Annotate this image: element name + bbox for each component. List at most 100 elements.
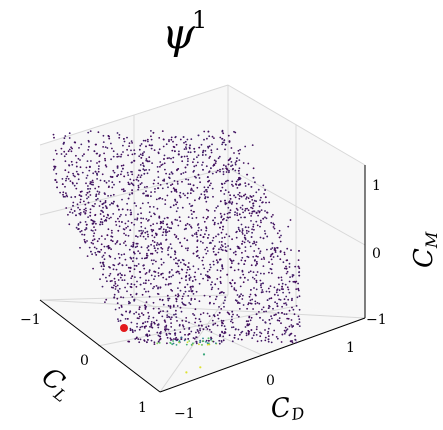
scatter-point: [129, 329, 132, 332]
scatter-point: [259, 316, 261, 319]
scatter-point: [175, 191, 178, 193]
z-axis-label: CM: [409, 231, 441, 268]
scatter-points: [52, 129, 301, 374]
scatter-point: [101, 285, 104, 288]
scatter-point: [259, 331, 261, 334]
scatter-point: [220, 341, 223, 343]
scatter-point: [142, 230, 145, 232]
scatter-point: [250, 264, 253, 267]
scatter-point: [131, 192, 134, 195]
scatter-point: [162, 222, 165, 225]
scatter-point: [94, 229, 97, 231]
scatter-point: [187, 247, 189, 250]
scatter-point: [139, 235, 142, 237]
scatter-point: [118, 225, 121, 228]
scatter-point: [231, 238, 234, 241]
scatter-point: [259, 335, 262, 338]
scatter-point: [159, 165, 161, 168]
scatter-point: [235, 289, 238, 292]
scatter-point: [142, 322, 144, 325]
scatter-point: [244, 237, 247, 240]
scatter-point: [177, 259, 180, 262]
scatter-point: [232, 168, 235, 170]
scatter-point: [220, 248, 223, 251]
scatter-point: [93, 238, 96, 241]
scatter-point: [117, 217, 119, 220]
scatter-point: [130, 149, 132, 152]
scatter-point: [180, 336, 183, 339]
scatter-point: [115, 268, 118, 271]
scatter-point: [210, 283, 212, 286]
scatter-point: [154, 191, 156, 193]
scatter-point: [145, 218, 148, 220]
scatter-point: [90, 219, 93, 221]
scatter-point: [211, 319, 214, 322]
scatter-point: [105, 181, 108, 184]
scatter-point: [285, 295, 288, 298]
scatter-point: [187, 262, 190, 264]
scatter-point: [64, 195, 66, 198]
scatter-point: [147, 249, 150, 252]
scatter-point: [110, 248, 112, 251]
scatter-point: [74, 196, 77, 198]
scatter-point: [234, 169, 237, 172]
scatter-point: [71, 181, 74, 184]
scatter-point: [290, 324, 293, 326]
scatter-point: [122, 151, 124, 153]
scatter-point: [251, 144, 254, 147]
scatter-point: [108, 274, 111, 277]
scatter-point: [83, 238, 86, 241]
scatter-point: [119, 243, 121, 246]
scatter-point: [290, 332, 293, 335]
scatter-point: [211, 286, 214, 289]
z-axis-label-sub: M: [422, 231, 441, 249]
scatter-point: [177, 168, 180, 170]
scatter-point: [114, 288, 117, 290]
scatter-point: [211, 239, 214, 242]
scatter-point: [181, 258, 184, 261]
scatter-point: [250, 289, 252, 291]
scatter-point: [130, 182, 133, 185]
scatter-point: [175, 309, 177, 312]
scatter-point: [135, 178, 138, 181]
scatter-point: [154, 188, 156, 190]
z-tick-label-2: 1: [372, 178, 381, 194]
scatter-point: [191, 217, 194, 220]
scatter-point: [187, 266, 189, 268]
scatter-point: [219, 246, 222, 249]
scatter-point: [70, 160, 73, 163]
scatter-point: [239, 333, 241, 336]
scatter-point: [98, 237, 101, 240]
scatter-point: [142, 168, 145, 171]
scatter-point: [83, 233, 86, 236]
scatter-point: [95, 254, 98, 256]
scatter-point: [125, 264, 128, 266]
scatter-point: [96, 240, 99, 243]
scatter-point: [267, 330, 270, 333]
scatter-point: [86, 160, 89, 163]
scatter-point: [114, 282, 117, 285]
scatter-point: [85, 194, 88, 196]
scatter-point: [285, 313, 288, 315]
scatter-point: [229, 157, 232, 160]
scatter-point: [213, 302, 215, 305]
scatter-point: [230, 147, 233, 149]
scatter-point: [123, 232, 125, 235]
scatter-point: [61, 183, 64, 186]
scatter-point: [191, 234, 194, 237]
scatter-point: [95, 247, 98, 250]
scatter-point: [213, 159, 216, 162]
scatter-point: [136, 217, 139, 220]
scatter-point: [214, 298, 217, 301]
scatter-point: [273, 227, 276, 230]
scatter-point: [139, 326, 142, 329]
scatter-point: [231, 326, 233, 329]
scatter-point: [159, 286, 162, 289]
scatter-point: [171, 183, 174, 186]
scatter-point: [227, 159, 230, 162]
scatter-point: [111, 280, 113, 282]
scatter-point: [264, 321, 267, 324]
scatter-point: [286, 317, 289, 320]
scatter-point: [148, 269, 151, 272]
scatter-point: [289, 276, 291, 278]
